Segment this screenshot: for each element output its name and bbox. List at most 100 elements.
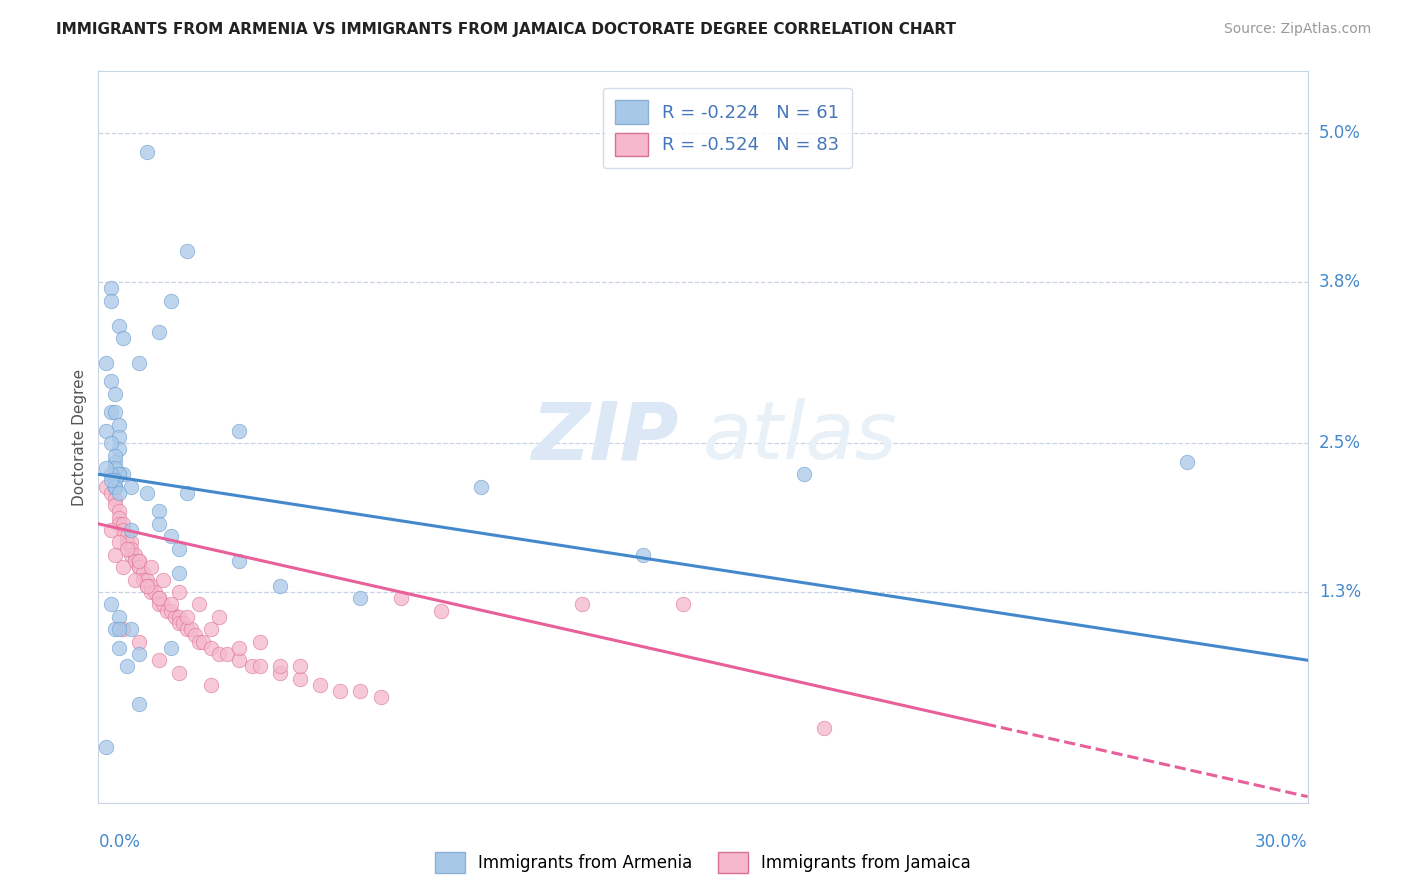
Text: 3.8%: 3.8% (1319, 273, 1361, 291)
Point (135, 486, 157, 500)
Point (430, 604, 453, 618)
Point (103, 622, 125, 636)
Point (120, 548, 142, 562)
Point (115, 541, 138, 556)
Point (160, 293, 183, 308)
Point (176, 244, 198, 259)
Point (228, 554, 250, 568)
Point (120, 523, 142, 537)
Point (176, 486, 198, 500)
Point (148, 591, 170, 606)
Point (167, 585, 190, 599)
Point (672, 598, 695, 612)
Point (167, 566, 190, 581)
Point (132, 573, 155, 587)
Point (111, 622, 134, 636)
Point (128, 647, 150, 661)
Point (128, 697, 150, 711)
Point (470, 480, 492, 494)
Point (148, 598, 170, 612)
Point (160, 529, 183, 543)
Point (107, 417, 129, 432)
Point (107, 640, 129, 655)
Point (124, 573, 146, 587)
Point (249, 659, 271, 673)
Point (103, 480, 125, 494)
Point (249, 634, 271, 648)
Point (167, 615, 190, 630)
Point (128, 560, 150, 574)
Point (115, 529, 138, 543)
Point (309, 678, 332, 692)
Point (148, 591, 170, 606)
Point (128, 554, 150, 568)
Point (135, 145, 157, 159)
Point (160, 604, 183, 618)
Point (100, 436, 122, 450)
Point (111, 523, 134, 537)
Point (143, 585, 166, 599)
Point (107, 535, 129, 549)
Point (107, 504, 129, 518)
Point (128, 634, 150, 648)
Text: Source: ZipAtlas.com: Source: ZipAtlas.com (1223, 22, 1371, 37)
Point (370, 690, 392, 705)
Point (107, 622, 129, 636)
Point (103, 480, 125, 494)
Point (152, 598, 174, 612)
Point (208, 647, 231, 661)
Point (115, 659, 138, 673)
Point (100, 467, 122, 482)
Point (100, 405, 122, 419)
Point (135, 573, 157, 587)
Text: 2.5%: 2.5% (1319, 434, 1361, 452)
Text: 0.0%: 0.0% (98, 833, 141, 851)
Point (148, 516, 170, 531)
Point (107, 510, 129, 524)
Text: 30.0%: 30.0% (1256, 833, 1308, 851)
Text: 5.0%: 5.0% (1319, 124, 1361, 143)
Legend: R = -0.224   N = 61, R = -0.524   N = 83: R = -0.224 N = 61, R = -0.524 N = 83 (603, 87, 852, 169)
Point (107, 318, 129, 333)
Point (148, 325, 170, 339)
Point (120, 480, 142, 494)
Point (240, 659, 263, 673)
Point (269, 659, 291, 673)
Y-axis label: Doctorate Degree: Doctorate Degree (72, 368, 87, 506)
Point (180, 622, 202, 636)
Point (200, 622, 222, 636)
Point (100, 523, 122, 537)
Point (96, 424, 118, 438)
Point (389, 591, 412, 606)
Point (813, 722, 835, 736)
Point (269, 665, 291, 680)
Point (200, 678, 222, 692)
Point (160, 598, 183, 612)
Point (228, 653, 250, 667)
Point (1175, 455, 1198, 469)
Point (193, 634, 215, 648)
Point (156, 604, 179, 618)
Point (96, 356, 118, 370)
Point (188, 634, 211, 648)
Point (100, 374, 122, 388)
Point (111, 467, 134, 482)
Point (132, 566, 155, 581)
Point (128, 554, 150, 568)
Point (107, 442, 129, 457)
Point (124, 548, 146, 562)
Point (120, 535, 142, 549)
Point (107, 516, 129, 531)
Point (107, 486, 129, 500)
Point (107, 430, 129, 444)
Point (148, 504, 170, 518)
Point (208, 610, 231, 624)
Point (139, 579, 162, 593)
Legend: Immigrants from Armenia, Immigrants from Jamaica: Immigrants from Armenia, Immigrants from… (429, 846, 977, 880)
Point (269, 579, 291, 593)
Point (100, 293, 122, 308)
Point (172, 615, 194, 630)
Point (288, 672, 311, 686)
Point (103, 480, 125, 494)
Point (103, 491, 125, 506)
